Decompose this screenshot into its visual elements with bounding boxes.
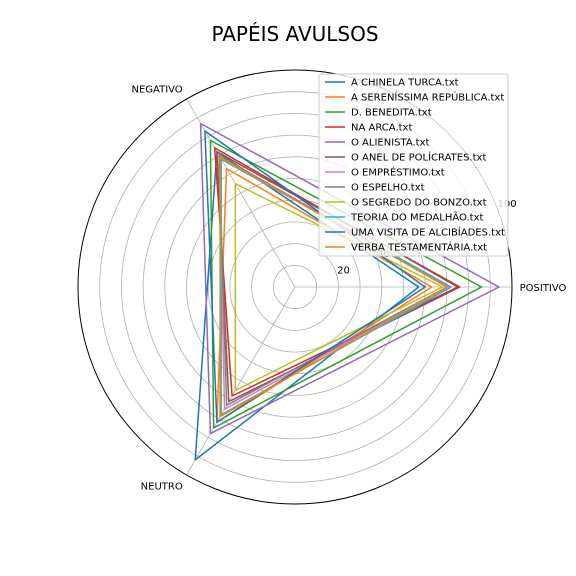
series-line: [204, 130, 426, 424]
legend-entry: O ALIENISTA.txt: [351, 138, 430, 149]
legend-entry: A CHINELA TURCA.txt: [351, 78, 459, 89]
legend-entry: O EMPRÉSTIMO.txt: [351, 166, 445, 179]
legend: A CHINELA TURCA.txt A SERENÍSSIMA REPÚBLI…: [318, 73, 509, 257]
axis-label: NEGATIVO: [131, 84, 182, 95]
grid-spoke: [186, 286, 296, 476]
legend-entry: VERBA TESTAMENTÁRIA.txt: [351, 241, 487, 254]
legend-entry: NA ARCA.txt: [351, 123, 412, 134]
axis-labels: POSITIVO NEGATIVO NEUTRO: [131, 84, 566, 492]
legend-items: A CHINELA TURCA.txt A SERENÍSSIMA REPÚBLI…: [325, 78, 505, 254]
legend-entry: UMA VISITA DE ALCIBÍADES.txt: [351, 226, 505, 239]
legend-entry: O SEGREDO DO BONZO.txt: [351, 198, 487, 209]
legend-entry: TEORIA DO MEDALHÃO.txt: [350, 211, 484, 224]
outer-frame: [77, 69, 513, 505]
legend-entry: A SERENÍSSIMA REPÚBLICA.txt: [351, 91, 504, 104]
chart-title: PAPÉIS AVULSOS: [211, 22, 378, 46]
legend-entry: O ANEL DE POLÍCRATES.txt: [351, 151, 486, 164]
axis-label: POSITIVO: [520, 283, 567, 294]
legend-entry: D. BENEDITA.txt: [351, 108, 432, 119]
legend-frame: [318, 73, 509, 257]
radial-tick-label: 20: [337, 265, 350, 276]
axis-label: NEUTRO: [141, 482, 183, 493]
legend-entry: O ESPELHO.txt: [351, 183, 425, 194]
